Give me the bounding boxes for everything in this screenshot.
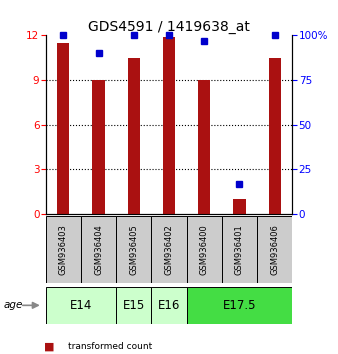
Bar (57, 43, 69, 214)
Bar (233, 199, 246, 214)
Bar (92, 80, 105, 214)
Text: E14: E14 (70, 299, 92, 312)
Bar (151, 287, 187, 324)
Text: GSM936401: GSM936401 (235, 224, 244, 275)
Text: E17.5: E17.5 (223, 299, 256, 312)
Bar (187, 216, 222, 283)
Text: ■: ■ (44, 342, 54, 352)
Text: GSM936404: GSM936404 (94, 224, 103, 275)
Text: E16: E16 (158, 299, 180, 312)
Bar (222, 216, 257, 283)
Text: GSM936405: GSM936405 (129, 224, 138, 275)
Bar (81, 216, 116, 283)
Text: GSM936403: GSM936403 (59, 224, 68, 275)
Text: age: age (3, 300, 23, 310)
Bar (163, 37, 175, 214)
Text: GSM936402: GSM936402 (165, 224, 173, 275)
Text: transformed count: transformed count (68, 342, 152, 352)
Bar (198, 80, 211, 214)
Text: E15: E15 (123, 299, 145, 312)
Bar (151, 216, 187, 283)
Bar (187, 287, 292, 324)
Bar (46, 216, 81, 283)
Bar (116, 216, 151, 283)
Bar (116, 287, 151, 324)
Text: GSM936406: GSM936406 (270, 224, 279, 275)
Bar (257, 216, 292, 283)
Text: GSM936400: GSM936400 (200, 224, 209, 275)
Bar (269, 58, 281, 214)
Bar (46, 287, 116, 324)
Bar (127, 58, 140, 214)
Title: GDS4591 / 1419638_at: GDS4591 / 1419638_at (88, 21, 250, 34)
